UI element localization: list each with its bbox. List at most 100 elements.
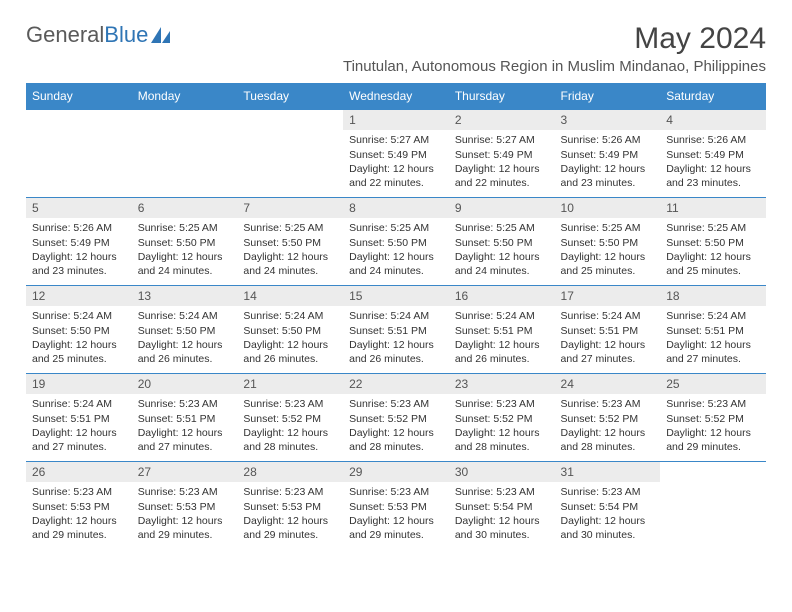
daylight-text: Daylight: 12 hours and 26 minutes. — [138, 338, 232, 366]
sunset-text: Sunset: 5:52 PM — [243, 412, 337, 426]
day-number — [26, 110, 132, 116]
daylight-text: Daylight: 12 hours and 23 minutes. — [32, 250, 126, 278]
calendar-cell: 19Sunrise: 5:24 AMSunset: 5:51 PMDayligh… — [26, 374, 132, 462]
sunset-text: Sunset: 5:50 PM — [138, 324, 232, 338]
calendar-week-row: 12Sunrise: 5:24 AMSunset: 5:50 PMDayligh… — [26, 286, 766, 374]
calendar-cell: 20Sunrise: 5:23 AMSunset: 5:51 PMDayligh… — [132, 374, 238, 462]
sunset-text: Sunset: 5:52 PM — [561, 412, 655, 426]
day-details: Sunrise: 5:24 AMSunset: 5:51 PMDaylight:… — [660, 306, 766, 372]
calendar-cell: 5Sunrise: 5:26 AMSunset: 5:49 PMDaylight… — [26, 198, 132, 286]
sunrise-text: Sunrise: 5:25 AM — [138, 221, 232, 235]
sunset-text: Sunset: 5:50 PM — [666, 236, 760, 250]
sunrise-text: Sunrise: 5:25 AM — [349, 221, 443, 235]
weekday-header-row: Sunday Monday Tuesday Wednesday Thursday… — [26, 83, 766, 110]
sunrise-text: Sunrise: 5:25 AM — [243, 221, 337, 235]
calendar-cell — [26, 110, 132, 198]
calendar-cell: 16Sunrise: 5:24 AMSunset: 5:51 PMDayligh… — [449, 286, 555, 374]
day-number: 13 — [132, 286, 238, 306]
day-details: Sunrise: 5:25 AMSunset: 5:50 PMDaylight:… — [660, 218, 766, 284]
calendar-cell: 27Sunrise: 5:23 AMSunset: 5:53 PMDayligh… — [132, 462, 238, 550]
day-details: Sunrise: 5:23 AMSunset: 5:52 PMDaylight:… — [237, 394, 343, 460]
calendar-cell — [237, 110, 343, 198]
day-number: 9 — [449, 198, 555, 218]
day-details: Sunrise: 5:24 AMSunset: 5:50 PMDaylight:… — [132, 306, 238, 372]
sunrise-text: Sunrise: 5:23 AM — [455, 485, 549, 499]
day-details: Sunrise: 5:27 AMSunset: 5:49 PMDaylight:… — [449, 130, 555, 196]
sunrise-text: Sunrise: 5:23 AM — [561, 485, 655, 499]
day-number — [237, 110, 343, 116]
sunrise-text: Sunrise: 5:23 AM — [243, 397, 337, 411]
sunrise-text: Sunrise: 5:23 AM — [455, 397, 549, 411]
daylight-text: Daylight: 12 hours and 29 minutes. — [243, 514, 337, 542]
day-details: Sunrise: 5:26 AMSunset: 5:49 PMDaylight:… — [26, 218, 132, 284]
calendar-cell: 30Sunrise: 5:23 AMSunset: 5:54 PMDayligh… — [449, 462, 555, 550]
daylight-text: Daylight: 12 hours and 30 minutes. — [561, 514, 655, 542]
weekday-header: Thursday — [449, 83, 555, 110]
sunset-text: Sunset: 5:53 PM — [32, 500, 126, 514]
sunrise-text: Sunrise: 5:24 AM — [138, 309, 232, 323]
sunrise-text: Sunrise: 5:24 AM — [666, 309, 760, 323]
daylight-text: Daylight: 12 hours and 29 minutes. — [666, 426, 760, 454]
sunset-text: Sunset: 5:51 PM — [561, 324, 655, 338]
day-number: 25 — [660, 374, 766, 394]
calendar-cell: 28Sunrise: 5:23 AMSunset: 5:53 PMDayligh… — [237, 462, 343, 550]
day-number: 29 — [343, 462, 449, 482]
daylight-text: Daylight: 12 hours and 27 minutes. — [32, 426, 126, 454]
day-number: 27 — [132, 462, 238, 482]
day-number — [132, 110, 238, 116]
day-number: 17 — [555, 286, 661, 306]
day-number: 21 — [237, 374, 343, 394]
day-details: Sunrise: 5:25 AMSunset: 5:50 PMDaylight:… — [555, 218, 661, 284]
calendar-cell — [132, 110, 238, 198]
calendar-cell: 12Sunrise: 5:24 AMSunset: 5:50 PMDayligh… — [26, 286, 132, 374]
sunset-text: Sunset: 5:49 PM — [349, 148, 443, 162]
calendar-cell: 14Sunrise: 5:24 AMSunset: 5:50 PMDayligh… — [237, 286, 343, 374]
daylight-text: Daylight: 12 hours and 26 minutes. — [243, 338, 337, 366]
calendar-week-row: 1Sunrise: 5:27 AMSunset: 5:49 PMDaylight… — [26, 110, 766, 198]
calendar-cell: 3Sunrise: 5:26 AMSunset: 5:49 PMDaylight… — [555, 110, 661, 198]
sunset-text: Sunset: 5:50 PM — [349, 236, 443, 250]
day-number: 8 — [343, 198, 449, 218]
sunset-text: Sunset: 5:51 PM — [138, 412, 232, 426]
day-details: Sunrise: 5:24 AMSunset: 5:50 PMDaylight:… — [237, 306, 343, 372]
sunset-text: Sunset: 5:53 PM — [349, 500, 443, 514]
weekday-header: Monday — [132, 83, 238, 110]
daylight-text: Daylight: 12 hours and 28 minutes. — [455, 426, 549, 454]
daylight-text: Daylight: 12 hours and 28 minutes. — [349, 426, 443, 454]
daylight-text: Daylight: 12 hours and 26 minutes. — [455, 338, 549, 366]
calendar-cell: 26Sunrise: 5:23 AMSunset: 5:53 PMDayligh… — [26, 462, 132, 550]
day-details: Sunrise: 5:26 AMSunset: 5:49 PMDaylight:… — [555, 130, 661, 196]
sunrise-text: Sunrise: 5:24 AM — [243, 309, 337, 323]
weekday-header: Friday — [555, 83, 661, 110]
sunset-text: Sunset: 5:53 PM — [243, 500, 337, 514]
daylight-text: Daylight: 12 hours and 28 minutes. — [561, 426, 655, 454]
sunrise-text: Sunrise: 5:23 AM — [243, 485, 337, 499]
day-number: 31 — [555, 462, 661, 482]
day-number: 7 — [237, 198, 343, 218]
sunset-text: Sunset: 5:51 PM — [32, 412, 126, 426]
day-number: 20 — [132, 374, 238, 394]
calendar-cell: 21Sunrise: 5:23 AMSunset: 5:52 PMDayligh… — [237, 374, 343, 462]
sunset-text: Sunset: 5:50 PM — [32, 324, 126, 338]
calendar-week-row: 26Sunrise: 5:23 AMSunset: 5:53 PMDayligh… — [26, 462, 766, 550]
sunset-text: Sunset: 5:51 PM — [666, 324, 760, 338]
calendar-cell: 15Sunrise: 5:24 AMSunset: 5:51 PMDayligh… — [343, 286, 449, 374]
sunrise-text: Sunrise: 5:23 AM — [349, 397, 443, 411]
sunset-text: Sunset: 5:51 PM — [455, 324, 549, 338]
daylight-text: Daylight: 12 hours and 29 minutes. — [349, 514, 443, 542]
day-number: 10 — [555, 198, 661, 218]
day-details: Sunrise: 5:23 AMSunset: 5:51 PMDaylight:… — [132, 394, 238, 460]
daylight-text: Daylight: 12 hours and 27 minutes. — [666, 338, 760, 366]
day-details: Sunrise: 5:23 AMSunset: 5:54 PMDaylight:… — [449, 482, 555, 548]
daylight-text: Daylight: 12 hours and 30 minutes. — [455, 514, 549, 542]
calendar-table: Sunday Monday Tuesday Wednesday Thursday… — [26, 83, 766, 550]
calendar-cell: 9Sunrise: 5:25 AMSunset: 5:50 PMDaylight… — [449, 198, 555, 286]
daylight-text: Daylight: 12 hours and 23 minutes. — [666, 162, 760, 190]
daylight-text: Daylight: 12 hours and 23 minutes. — [561, 162, 655, 190]
sunrise-text: Sunrise: 5:23 AM — [32, 485, 126, 499]
sunset-text: Sunset: 5:49 PM — [32, 236, 126, 250]
sunrise-text: Sunrise: 5:23 AM — [561, 397, 655, 411]
day-number: 1 — [343, 110, 449, 130]
day-number — [660, 462, 766, 468]
day-number: 12 — [26, 286, 132, 306]
